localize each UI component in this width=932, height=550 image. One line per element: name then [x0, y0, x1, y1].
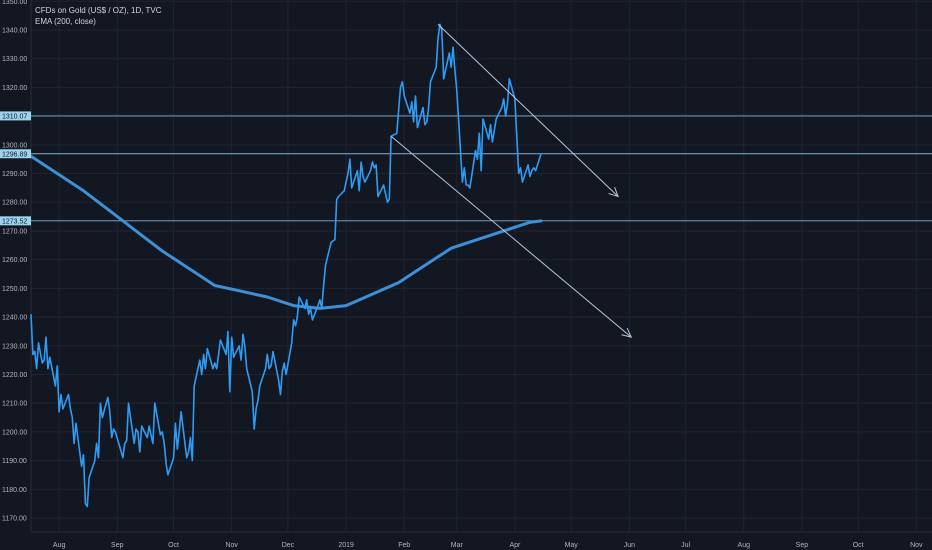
- price-tags: 1310.07 1296.89 1273.52: [0, 111, 31, 226]
- y-tick-label: 1250.00: [2, 286, 27, 293]
- price-axis[interactable]: 1170.00 1180.00 1190.00 1200.00 1210.00 1220.…: [2, 0, 32, 532]
- y-tick-label: 1190.00: [2, 458, 27, 465]
- price-tag-bg: [0, 216, 31, 226]
- y-tick-label: 1270.00: [2, 228, 27, 235]
- y-tick-label: 1330.00: [2, 56, 27, 63]
- y-tick-label: 1180.00: [2, 487, 27, 494]
- price-line: [30, 23, 542, 508]
- x-tick-label: Jul: [681, 542, 690, 549]
- trend-arrow[interactable]: [437, 23, 619, 198]
- y-tick-label: 1290.00: [2, 171, 27, 178]
- indicator-legend: EMA (200, close): [35, 17, 96, 26]
- price-tag-bg: [0, 149, 31, 159]
- price-tag-label: 1273.52: [2, 218, 27, 225]
- x-tick-label: Nov: [910, 542, 923, 549]
- y-tick-label: 1210.00: [2, 401, 27, 408]
- x-tick-label: Oct: [168, 542, 179, 549]
- symbol-title: CFDs on Gold (US$ / OZ), 1D, TVC: [35, 6, 162, 15]
- time-axis[interactable]: Aug Sep Oct Nov Dec 2019 Feb Mar Apr May Jun Jul Aug…: [31, 531, 932, 549]
- y-tick-label: 1320.00: [2, 85, 27, 92]
- y-tick-label: 1260.00: [2, 257, 27, 264]
- x-tick-label: Nov: [225, 542, 238, 549]
- price-tag: 1310.07: [0, 111, 31, 121]
- y-tick-label: 1170.00: [2, 516, 27, 523]
- series-layer: [29, 23, 543, 508]
- x-tick-label: Aug: [53, 542, 66, 549]
- y-tick-label: 1350.00: [2, 0, 27, 6]
- y-tick-label: 1280.00: [2, 200, 27, 207]
- y-tick-label: 1220.00: [2, 372, 27, 379]
- y-tick-label: 1200.00: [2, 429, 27, 436]
- trend-arrow-head: [621, 327, 633, 338]
- x-tick-label: May: [565, 542, 579, 549]
- x-tick-label: Oct: [853, 542, 864, 549]
- y-tick-label: 1340.00: [2, 28, 27, 35]
- trend-arrow-shaft: [437, 23, 619, 197]
- trend-arrow-shaft: [390, 135, 632, 338]
- ema-line: [29, 154, 543, 310]
- x-tick-label: 2019: [338, 542, 354, 549]
- x-tick-label: Mar: [451, 542, 464, 549]
- trend-arrow[interactable]: [390, 135, 633, 338]
- x-tick-label: Feb: [398, 542, 410, 549]
- x-tick-label: Apr: [509, 542, 521, 549]
- price-tag: 1296.89: [0, 149, 31, 159]
- y-tick-label: 1300.00: [2, 142, 27, 149]
- y-tick-label: 1240.00: [2, 315, 27, 322]
- y-tick-label: 1230.00: [2, 343, 27, 350]
- x-tick-label: Dec: [282, 542, 295, 549]
- x-tick-label: Aug: [738, 542, 751, 549]
- x-tick-label: Sep: [796, 542, 809, 549]
- price-tag-label: 1296.89: [2, 151, 27, 158]
- price-tag: 1273.52: [0, 216, 31, 226]
- price-tag-label: 1310.07: [2, 113, 27, 120]
- x-tick-label: Sep: [111, 542, 124, 549]
- x-tick-label: Jun: [624, 542, 635, 549]
- trend-arrow-head: [608, 186, 619, 198]
- trend-arrows[interactable]: [390, 23, 633, 338]
- price-tag-bg: [0, 111, 31, 121]
